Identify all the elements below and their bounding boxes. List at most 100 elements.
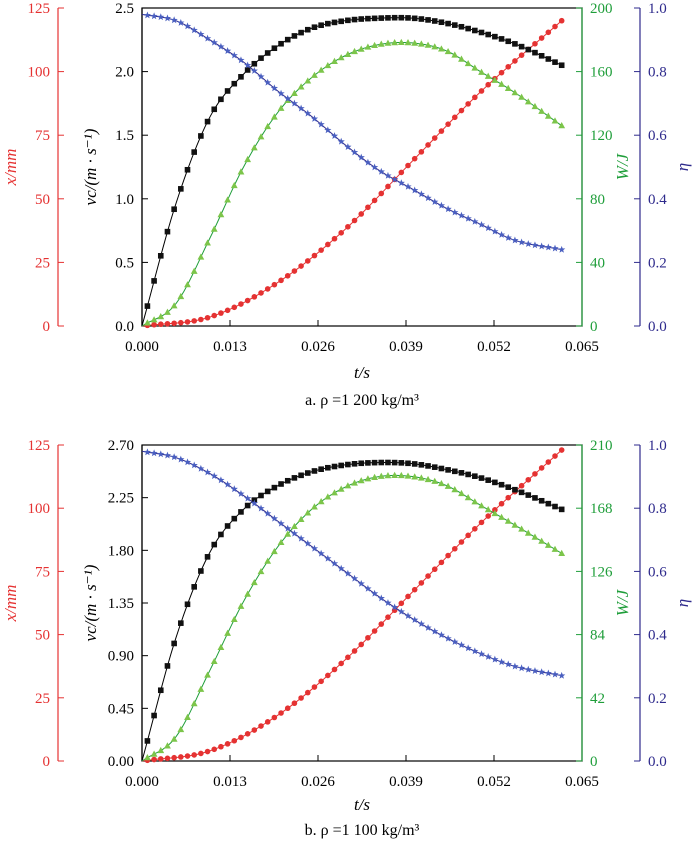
marker-x (351, 217, 358, 224)
marker-eta (297, 104, 305, 112)
velocity-axis-label: vc/(m · s⁻¹) (81, 564, 100, 641)
marker-W (230, 615, 238, 623)
marker-W (170, 302, 178, 309)
marker-W (458, 489, 465, 497)
series-line-x (141, 20, 563, 327)
marker-x (505, 63, 512, 70)
marker-vc (538, 497, 545, 504)
marker-x (371, 628, 378, 634)
marker-eta (477, 650, 486, 658)
marker-x (331, 666, 338, 673)
marker-x (445, 121, 451, 127)
marker-W (324, 493, 332, 500)
marker-vc (418, 16, 425, 22)
marker-vc (304, 470, 311, 476)
marker-eta (163, 14, 172, 22)
marker-eta (471, 217, 479, 225)
marker-eta (230, 485, 238, 493)
marker-eta (217, 476, 225, 484)
marker-W (177, 292, 185, 300)
marker-x (271, 714, 278, 721)
marker-W (184, 713, 191, 720)
marker-vc (478, 29, 485, 36)
x-tick-label: 0.039 (389, 339, 423, 355)
marker-W (444, 47, 452, 55)
marker-x (251, 294, 258, 300)
x-mm-tick-label: 75 (35, 128, 50, 144)
x-tick-label: 0.052 (477, 339, 511, 355)
marker-x (338, 230, 344, 236)
marker-eta (203, 468, 212, 476)
marker-eta (210, 472, 218, 480)
marker-eta (290, 529, 299, 537)
marker-W (371, 473, 378, 480)
marker-x (458, 107, 465, 114)
marker-eta (517, 664, 526, 672)
marker-vc (438, 465, 445, 472)
marker-eta (350, 148, 359, 156)
marker-W (210, 225, 218, 232)
marker-W (270, 113, 278, 120)
marker-x (325, 241, 331, 248)
marker-x (478, 88, 485, 94)
marker-W (164, 308, 171, 315)
marker-x (325, 672, 331, 679)
marker-W (451, 486, 459, 493)
marker-x (505, 494, 512, 501)
marker-x (278, 277, 284, 284)
marker-W (157, 746, 165, 754)
marker-eta (484, 224, 492, 232)
marker-eta (203, 34, 212, 42)
marker-vc (431, 18, 438, 24)
marker-vc (331, 19, 338, 26)
marker-x (298, 695, 304, 701)
marker-x (472, 94, 478, 101)
marker-W (184, 281, 191, 288)
marker-eta (304, 539, 312, 547)
x-mm-tick-label: 100 (28, 65, 51, 81)
marker-eta (544, 243, 552, 251)
marker-vc (538, 53, 545, 59)
marker-vc (465, 25, 471, 32)
marker-vc (278, 40, 284, 47)
marker-vc (171, 206, 177, 213)
marker-x (558, 17, 565, 24)
marker-vc (171, 640, 177, 647)
marker-W (484, 72, 492, 79)
marker-x (318, 247, 324, 253)
marker-x (398, 600, 405, 607)
x-mm-tick-label: 50 (35, 192, 50, 208)
marker-W (371, 41, 378, 49)
marker-vc (378, 459, 385, 466)
marker-eta (310, 544, 319, 552)
marker-eta (237, 56, 245, 64)
marker-vc (472, 473, 478, 479)
marker-W (471, 498, 479, 505)
marker-x (178, 319, 184, 326)
marker-x (211, 746, 218, 753)
marker-vc (311, 468, 318, 474)
marker-vc (238, 74, 244, 80)
marker-W (438, 45, 445, 52)
marker-eta (558, 245, 566, 253)
marker-x (157, 756, 164, 762)
marker-eta (183, 458, 192, 466)
marker-W (498, 513, 505, 520)
series-x (141, 447, 565, 764)
efficiency-tick-label: 0.4 (648, 192, 667, 208)
marker-x (284, 272, 291, 279)
x-mm-tick-label: 75 (35, 564, 50, 580)
marker-x (538, 35, 545, 41)
marker-vc (178, 186, 184, 192)
marker-W (217, 211, 225, 218)
marker-vc (298, 472, 304, 479)
series-eta (141, 11, 566, 253)
x-mm-tick-label: 125 (28, 438, 51, 454)
marker-W (237, 602, 245, 609)
marker-vc (311, 24, 318, 31)
marker-x (345, 654, 351, 661)
marker-eta (310, 114, 319, 122)
series-line-eta (141, 450, 562, 677)
efficiency-tick-label: 0.4 (648, 628, 667, 644)
marker-eta (270, 514, 278, 522)
